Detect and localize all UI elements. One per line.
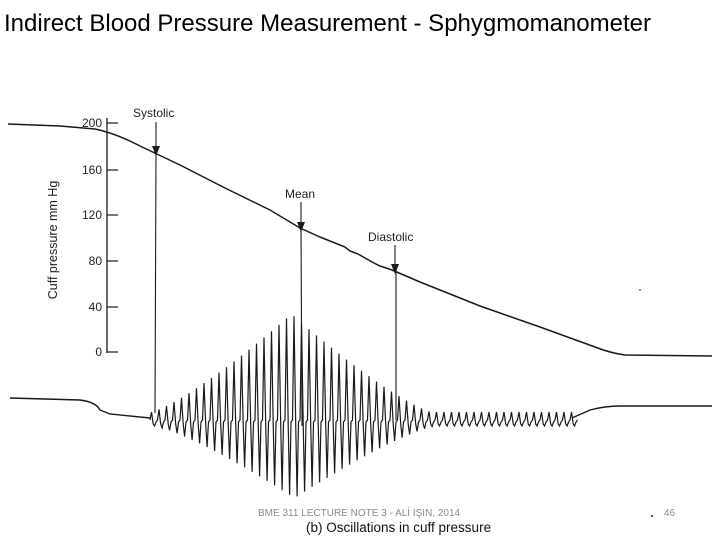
y-tick-label-0: 0 xyxy=(95,345,102,359)
y-tick-label-120: 120 xyxy=(82,208,102,222)
slide-title: Indirect Blood Pressure Measurement - Sp… xyxy=(4,10,651,37)
y-tick-label-160: 160 xyxy=(82,163,102,177)
scan-speck xyxy=(639,289,641,291)
diastolic-arrow xyxy=(391,245,399,274)
oscillation-waveform xyxy=(149,316,578,497)
y-tick-label-40: 40 xyxy=(89,300,103,314)
systolic-marker-line xyxy=(154,151,157,414)
y-tick-label-80: 80 xyxy=(89,254,103,268)
oscillation-spikes xyxy=(149,316,578,497)
systolic-arrow xyxy=(152,122,160,156)
y-ticks xyxy=(107,122,118,353)
mean-marker-line xyxy=(300,227,303,427)
scan-speck xyxy=(650,514,654,518)
y-tick-label-200: 200 xyxy=(82,116,102,130)
page-number: 46 xyxy=(664,508,676,519)
oscillation-baseline xyxy=(9,397,151,419)
systolic-label: Systolic xyxy=(133,106,174,120)
oscillation-tail xyxy=(571,405,712,419)
y-tick-labels: 200 160 120 80 40 0 xyxy=(82,116,102,359)
mean-arrow xyxy=(297,202,305,232)
figure-caption: (b) Oscillations in cuff pressure xyxy=(306,520,491,535)
y-axis-title: Cuff pressure mm Hg xyxy=(46,181,60,300)
cuff-pressure-curve xyxy=(7,123,713,357)
diastolic-label: Diastolic xyxy=(368,230,413,244)
mean-label: Mean xyxy=(285,187,315,201)
slide-footer: BME 311 LECTURE NOTE 3 - ALİ IŞIN, 2014 xyxy=(258,508,461,519)
